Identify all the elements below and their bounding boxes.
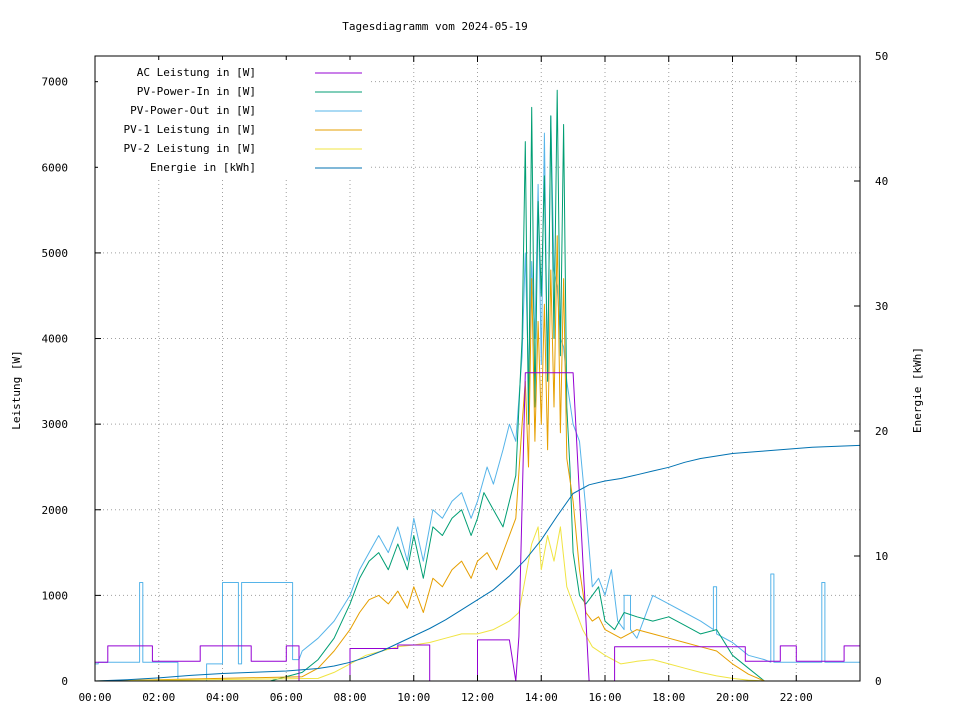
chart-title: Tagesdiagramm vom 2024-05-19: [342, 20, 527, 33]
series-layer: [94, 89, 861, 682]
y-tick-label: 7000: [42, 76, 69, 89]
y-tick-label: 5000: [42, 247, 69, 260]
y-tick-label: 2000: [42, 504, 69, 517]
y-axis-label: Leistung [W]: [10, 350, 23, 429]
legend-box: [98, 60, 368, 178]
y2-tick-label: 50: [875, 50, 888, 63]
series-line-pv-2-leistung-in-w: [94, 526, 860, 682]
y2-tick-label: 0: [875, 675, 882, 688]
y2-tick-label: 30: [875, 300, 888, 313]
x-tick-label: 04:00: [206, 691, 239, 704]
y-tick-label: 6000: [42, 161, 69, 174]
legend-label: PV-Power-In in [W]: [137, 85, 256, 98]
y-tick-label: 0: [61, 675, 68, 688]
series-line-pv-1-leistung-in-w: [94, 235, 860, 682]
x-tick-label: 10:00: [397, 691, 430, 704]
series-line-ac-leistung-in-w: [95, 372, 860, 682]
x-tick-label: 16:00: [588, 691, 621, 704]
x-tick-label: 14:00: [525, 691, 558, 704]
legend-label: PV-Power-Out in [W]: [130, 104, 256, 117]
y2-tick-label: 40: [875, 175, 888, 188]
x-tick-label: 06:00: [270, 691, 303, 704]
axis-ticks: 00:00 02:00 04:00 06:00 08:00 10:00 12:00 14:00…: [42, 50, 889, 704]
y2-tick-label: 20: [875, 425, 888, 438]
y2-axis-label: Energie [kWh]: [911, 347, 924, 433]
series-line-pv-power-in-in-w: [95, 89, 860, 682]
series-line-pv-power-out-in-w: [95, 115, 860, 682]
legend-label: AC Leistung in [W]: [137, 66, 256, 79]
y-tick-label: 1000: [42, 589, 69, 602]
x-tick-label: 00:00: [78, 691, 111, 704]
series-line-energie-in-kwh: [94, 444, 861, 682]
y-tick-label: 4000: [42, 333, 69, 346]
legend-label: PV-2 Leistung in [W]: [124, 142, 256, 155]
legend-label: PV-1 Leistung in [W]: [124, 123, 256, 136]
x-tick-label: 18:00: [652, 691, 685, 704]
legend: AC Leistung in [W] PV-Power-In in [W] PV-P…: [98, 60, 368, 178]
x-tick-label: 08:00: [333, 691, 366, 704]
y2-tick-label: 10: [875, 550, 888, 563]
x-tick-label: 20:00: [716, 691, 749, 704]
x-tick-label: 12:00: [461, 691, 494, 704]
x-tick-label: 02:00: [142, 691, 175, 704]
y-tick-label: 3000: [42, 418, 69, 431]
legend-label: Energie in [kWh]: [150, 161, 256, 174]
x-tick-label: 22:00: [780, 691, 813, 704]
